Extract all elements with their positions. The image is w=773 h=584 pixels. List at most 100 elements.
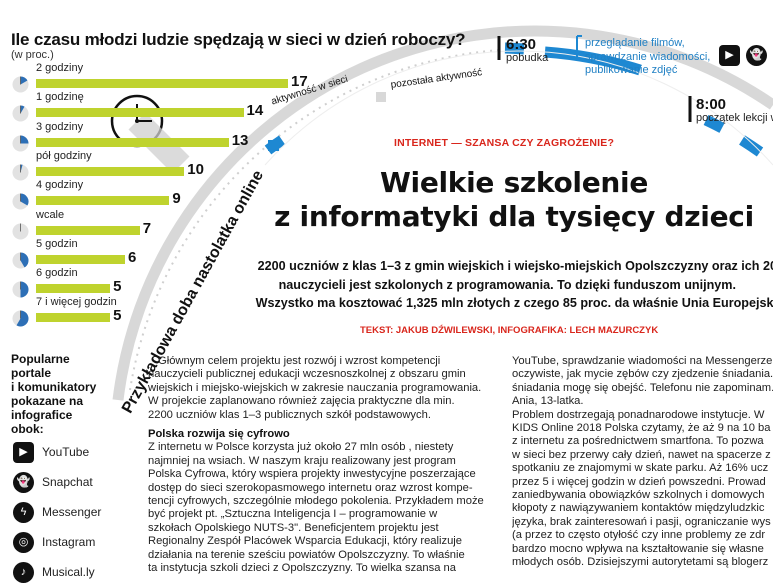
- article-line: w sieci bez przerwy cały dzień, nawet na…: [512, 448, 771, 461]
- article-column-2: YouTube, sprawdzanie wiadomości na Messe…: [512, 355, 773, 570]
- bar-label: 1 godzinę: [36, 91, 84, 104]
- bar-label: 6 godzin: [36, 267, 78, 280]
- youtube-icon: ▶: [719, 45, 740, 66]
- legend-title-line: obok:: [11, 422, 44, 436]
- bar-value: 10: [187, 160, 204, 178]
- bar-value: 17: [291, 73, 308, 90]
- article-credit: TEKST: JAKUB DŹWILEWSKI, INFOGRAFIKA: LE…: [360, 325, 659, 336]
- article-line: ta instytucja szkoli dzieci z Opolszczyz…: [148, 562, 456, 575]
- clock-pie-icon: [12, 164, 29, 181]
- clock-pie-icon: [12, 310, 29, 327]
- legend-item-label: Musical.ly: [42, 565, 95, 579]
- bar-row: 3 godziny 13: [0, 120, 320, 152]
- clock-pie-icon: [12, 252, 29, 269]
- legend-swatch-other: [376, 92, 386, 102]
- arc-segment-online-2: [504, 42, 525, 55]
- article-line: tencji cyfrowych, szczególnie młodego po…: [148, 495, 484, 508]
- bar-label: 5 godzin: [36, 237, 78, 250]
- article-line: W projekcie zaplanowano również zajęcia …: [148, 395, 455, 408]
- article-line: Regionalny Zespół Placówek Wsparcia Eduk…: [148, 535, 463, 548]
- bar: [36, 108, 244, 118]
- bar-value: 14: [246, 102, 264, 120]
- snapchat-icon: 👻: [13, 472, 34, 493]
- legend-title-line: infografice: [11, 408, 73, 422]
- messenger-icon: ϟ: [13, 502, 34, 523]
- bar: [36, 225, 140, 235]
- legend-swatch-online: [268, 140, 279, 151]
- bar-row: 6 godzin 5: [0, 267, 320, 298]
- article-line: dostęp do sieci szerokopasmowego interne…: [148, 481, 473, 494]
- article-line: przez 5 i więcej godzin w dzień powszedn…: [512, 475, 766, 488]
- article-line: śniadania mogę się obejść. Telefonu nie …: [512, 381, 773, 394]
- clock-pie-icon: [12, 105, 29, 122]
- article-line: Ania, 13-latka.: [512, 395, 584, 408]
- activity-desc-line: przeglądanie filmów,: [585, 37, 685, 49]
- legend-title-line: portale: [11, 366, 52, 380]
- chart-unit: (w proc.): [11, 49, 54, 61]
- lead-line-2: nauczycieli jest szkolonych z programowa…: [278, 277, 736, 292]
- article-headline: Wielkie szkolenie z informatyki dla tysi…: [254, 166, 773, 234]
- article-line: z internetu za pośrednictwem smartfona. …: [512, 435, 764, 448]
- lead-line-3: Wszystko ma kosztować 1,325 mln złotych …: [255, 296, 773, 310]
- bar-value: 13: [231, 131, 249, 149]
- article-line: języka, brak zainteresowań i pasji, ogra…: [512, 515, 771, 528]
- legend-title: Popularne portale i komunikatory pokazane n…: [11, 352, 96, 436]
- bar-value: 9: [172, 190, 181, 208]
- arc-segment-online-4: [703, 115, 725, 133]
- timeline-time-wakeup: 6:30: [506, 36, 537, 53]
- bar-label: 3 godziny: [36, 120, 84, 133]
- clock-pie-icon: [12, 76, 29, 93]
- musically-icon: ♪: [13, 562, 34, 583]
- article-line: kłopoty z nawiązywaniem kontaktów między…: [512, 502, 765, 515]
- instagram-icon: ◎: [13, 532, 34, 553]
- bar-label: pół godziny: [36, 149, 92, 162]
- timeline-activity-desc: przeglądanie filmów, sprawdzanie wiadomoś…: [585, 37, 710, 78]
- bar-value: 6: [127, 248, 137, 266]
- bar-row: pół godziny 10: [0, 149, 320, 181]
- headline-line-1: Wielkie szkolenie: [379, 166, 649, 199]
- legend-item-label: Instagram: [42, 535, 96, 549]
- bar-value: 7: [142, 219, 152, 237]
- article-kicker: INTERNET — SZANSA CZY ZAGROŻENIE?: [394, 137, 615, 149]
- legend-item-label: Messenger: [42, 505, 102, 519]
- article-line: (a przez to często otyłość czy inne prob…: [512, 529, 766, 542]
- article-line: oczywiste, jak mycie zębów czy zjedzenie…: [512, 368, 773, 381]
- article-line: wiejskich i miejsko-wiejskich w zakresie…: [148, 381, 482, 394]
- activity-desc-line: publikowanie zdjęć: [585, 64, 678, 76]
- article-line: działania na terenie sześciu powiatów Op…: [148, 548, 465, 561]
- article-line: Z internetu w Polsce korzysta już około …: [148, 441, 454, 454]
- bar: [36, 137, 229, 147]
- legend-item-label: YouTube: [42, 445, 90, 459]
- article-line: Polska Cyfrowa, który wspiera projekty i…: [148, 468, 476, 481]
- bar: [36, 79, 288, 88]
- bar-row: 4 godziny 9: [0, 179, 320, 210]
- legend-title-line: pokazane na: [11, 394, 84, 408]
- clock-pie-icon: [12, 193, 29, 210]
- clock-pie-icon: [12, 281, 29, 298]
- timeline-arc-base: [112, 25, 773, 401]
- timeline-time-lessons: 8:00: [696, 96, 727, 113]
- legend-title-line: Popularne: [11, 352, 70, 366]
- article-line: bardzo mocno wpływa na kształtowanie się…: [512, 542, 764, 555]
- article-line: YouTube, sprawdzanie wiadomości na Messe…: [512, 355, 773, 367]
- bar: [36, 313, 111, 323]
- bar: [36, 254, 125, 264]
- bar-value: 5: [113, 307, 122, 325]
- article-line: szkołach Opolskiego NUTS-3". Beneficjent…: [148, 521, 439, 534]
- legend-title-line: i komunikatory: [11, 380, 97, 394]
- article-line: najmniej na wsiach. W naszym kraju reali…: [148, 454, 456, 467]
- lead-line-1: 2200 uczniów z klas 1–3 z gmin wiejskich…: [257, 259, 773, 273]
- bar-row: 5 godzin 6: [0, 237, 320, 269]
- bar-row: 1 godzinę 14: [0, 91, 320, 122]
- chart-title: Ile czasu młodzi ludzie spędzają w sieci…: [11, 30, 466, 49]
- article-line: 2200 uczniów klas 1–3 publicznych szkół …: [148, 408, 431, 421]
- snapchat-icon: 👻: [746, 45, 767, 66]
- headline-line-2: z informatyki dla tysięcy dzieci: [274, 200, 754, 233]
- article-lead: 2200 uczniów z klas 1–3 z gmin wiejskich…: [224, 257, 773, 313]
- article-line: KIDS Online 2018 Polska czytamy, że aż 9…: [512, 422, 771, 435]
- clock-pie-icon: [12, 135, 29, 152]
- legend-item-label: Snapchat: [42, 475, 93, 489]
- timeline-desc-wakeup: pobudka: [506, 52, 549, 64]
- article-line: nauczycieli publicznej edukacji wczesnos…: [148, 368, 466, 381]
- bar-label: wcale: [36, 208, 65, 221]
